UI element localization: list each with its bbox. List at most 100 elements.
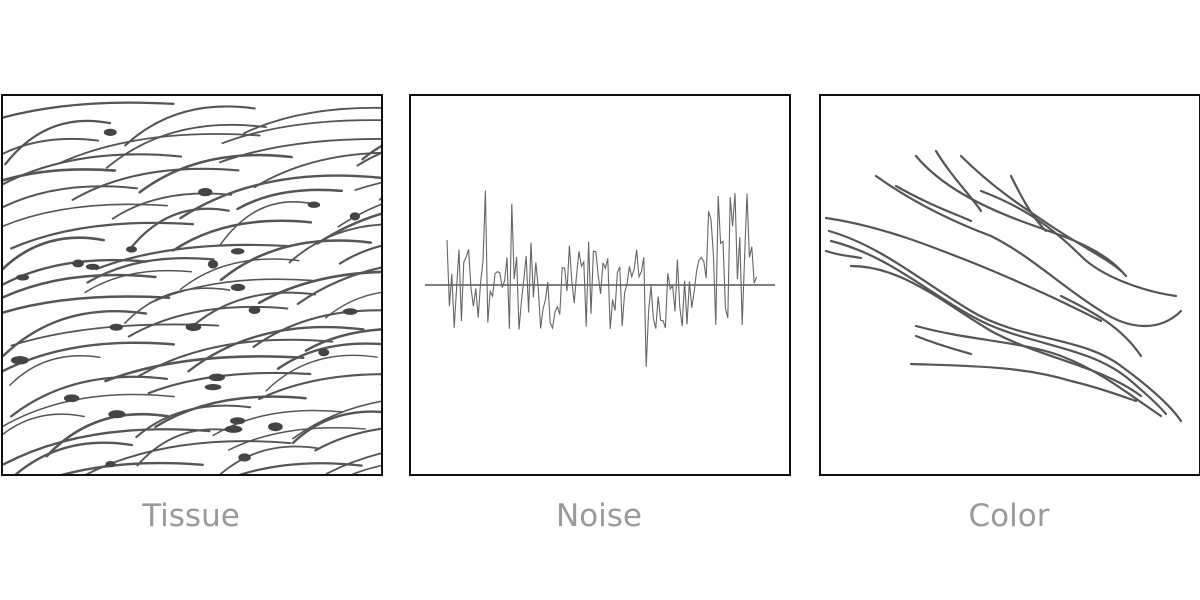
tissue-fiber [221,119,381,145]
fiber-strand [827,229,1183,423]
fiber-strand [914,334,973,356]
cell-nucleus [185,323,202,332]
tissue-fiber [265,354,378,392]
cell-nucleus [349,212,361,221]
tissue-fiber [258,373,381,401]
noise-label: Noise [556,498,642,534]
noise-signal [446,190,758,367]
tissue-fiber [3,153,183,186]
tissue-illustration [3,101,381,474]
tissue-fiber [59,133,261,164]
tissue-fiber [147,371,312,395]
cell-nucleus [224,425,243,433]
tissue-fiber [219,239,373,282]
tissue-fiber [124,105,256,147]
cell-nucleus [318,348,330,357]
tissue-fiber [111,192,233,220]
tissue-fiber [84,269,193,294]
tissue-fiber [95,243,292,271]
noise-illustration [425,190,775,367]
tissue-label: Tissue [142,498,240,534]
tissue-fiber [316,212,381,245]
cell-nucleus [109,323,123,331]
tissue-fiber [60,461,204,474]
cell-nucleus [268,422,283,432]
tissue-fiber [9,355,101,386]
tissue-fiber [138,153,293,194]
tissue-fiber [361,144,381,161]
tissue-fiber [71,167,240,201]
tissue-fiber [228,427,366,451]
tissue-fiber [3,236,106,271]
fiber-strand [914,154,1128,278]
tissue-fiber [219,201,315,246]
tissue-fiber [3,310,148,357]
tissue-fiber [148,278,313,305]
cell-nucleus [238,453,251,462]
fiber-strand [874,174,1183,328]
tissue-fiber [314,427,381,452]
cell-nucleus [230,248,245,255]
cell-nucleus [108,410,126,419]
cell-nucleus [208,373,226,382]
tissue-fiber [154,395,307,429]
tissue-fiber [3,101,175,119]
tissue-fiber [124,287,231,324]
tissue-fiber [45,412,170,458]
tissue-fiber [4,119,112,166]
fiber-strand [1059,294,1143,358]
tissue-fiber [236,188,343,211]
tissue-fiber [131,207,230,248]
tissue-fiber [3,341,176,373]
tissue-fiber [127,305,289,338]
tissue-fiber [3,413,85,436]
tissue-fiber [10,375,169,418]
tissue-fiber [218,137,381,164]
cell-nucleus [204,383,222,391]
tissue-fiber [253,151,381,189]
cell-nucleus [105,460,116,468]
tissue-fiber [104,355,305,383]
tissue-fiber [3,203,168,228]
cell-nucleus [10,355,29,365]
fiber-strand [979,189,1178,298]
color-fibers-illustration [824,149,1183,423]
tissue-fiber [3,168,117,182]
tissue-fiber [304,328,381,352]
fiber-strand [914,324,1163,418]
color-panel [819,94,1200,476]
cell-nucleus [198,187,213,197]
tissue-fiber [3,295,171,314]
tissue-fiber [296,266,381,306]
tissue-panel [1,94,383,476]
cell-nucleus [248,306,261,315]
cell-nucleus [85,263,100,270]
tissue-fiber [191,291,317,328]
tissue-fiber [354,181,381,191]
fiber-strand [824,249,863,260]
tissue-fiber [356,152,381,167]
fiber-strand [909,362,1138,403]
cell-nucleus [103,128,117,137]
tissue-fiber [257,270,381,305]
cell-nucleus [342,308,358,315]
cell-nucleus [63,394,80,403]
tissue-fiber [324,291,381,319]
cell-nucleus [307,201,321,208]
tissue-fiber [276,342,381,370]
color-label: Color [968,498,1050,534]
tissue-fiber [338,244,381,265]
cell-nucleus [72,259,84,268]
cell-nucleus [16,274,30,281]
tissue-fiber [171,219,313,252]
tissue-fiber [179,174,381,220]
fiber-strand [824,216,1103,323]
noise-panel [409,94,791,476]
tissue-fiber [292,400,381,440]
tissue-fiber [3,137,100,155]
tissue-fiber [136,428,237,467]
tissue-fiber [105,123,267,169]
tissue-fiber [3,273,157,299]
cell-nucleus [126,246,138,253]
cell-nucleus [207,259,219,269]
